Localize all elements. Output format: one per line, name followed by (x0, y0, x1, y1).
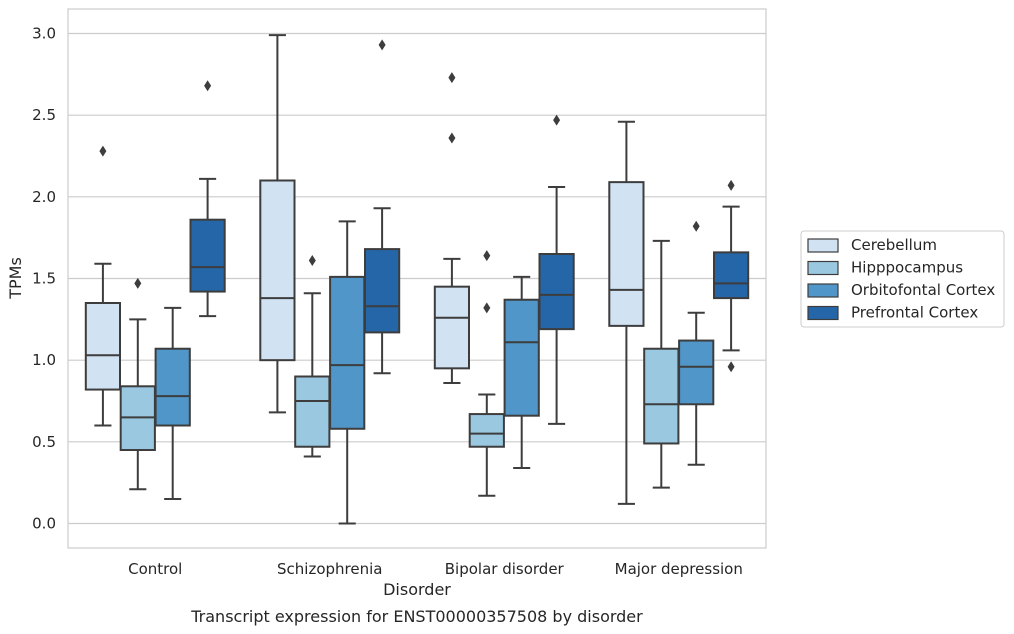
y-axis-label: TPMs (6, 257, 25, 300)
box-iqr (468, 413, 505, 448)
box-outlier (483, 250, 491, 262)
y-tick-label: 2.0 (32, 188, 56, 206)
box-outlier (308, 255, 316, 267)
box-outlier (448, 72, 456, 84)
y-tick-label: 2.5 (32, 106, 56, 124)
y-tick-label: 0.0 (32, 515, 56, 533)
box-iqr (294, 375, 331, 448)
legend-swatch (807, 260, 839, 276)
box-iqr (154, 347, 191, 427)
x-tick-labels: Control Schizophrenia Bipolar disorder Majo… (128, 560, 743, 578)
legend-entry: Cerebellum (807, 236, 937, 254)
legend-label: Orbitofontal Cortex (851, 281, 995, 299)
box-outlier (483, 302, 491, 314)
x-tick-label: Major depression (615, 560, 743, 578)
box-iqr (84, 302, 122, 391)
y-tick-labels: 0.0 0.5 1.0 1.5 2.0 2.5 3.0 (32, 25, 56, 533)
box-outlier (99, 145, 107, 157)
legend-swatch (807, 238, 839, 253)
box-outlier (204, 80, 212, 92)
box-iqr (643, 347, 680, 445)
x-tick-label: Control (128, 560, 182, 578)
x-axis-label: Disorder (383, 580, 451, 599)
box-iqr (259, 179, 296, 362)
box-iqr (363, 248, 401, 334)
box-iqr (503, 298, 540, 417)
y-tick-label: 3.0 (32, 25, 56, 43)
box-iqr (608, 181, 645, 327)
box-iqr (329, 275, 366, 430)
box-outlier (134, 277, 142, 289)
box-outlier (448, 132, 456, 144)
box-iqr (678, 339, 715, 406)
legend-swatch (807, 305, 839, 321)
legend-entry: Orbitofontal Cortex (807, 281, 995, 299)
box-outlier (727, 361, 735, 373)
box-iqr (538, 253, 575, 331)
box-outlier (553, 114, 561, 126)
chart-caption: Transcript expression for ENST0000035750… (190, 607, 643, 626)
x-tick-label: Schizophrenia (277, 560, 382, 578)
legend-label: Hipppocampus (851, 259, 963, 277)
box-iqr (712, 251, 750, 300)
legend-entry: Prefrontal Cortex (807, 304, 978, 322)
legend-label: Cerebellum (851, 236, 937, 254)
box-iqr (433, 285, 471, 370)
box-outlier (378, 39, 386, 51)
legend: Cerebellum Hipppocampus Orbitofontal Corte… (800, 230, 1005, 328)
x-tick-label: Bipolar disorder (445, 560, 565, 578)
box-iqr (189, 218, 226, 293)
plot-frame (67, 8, 767, 549)
box-outlier (727, 179, 735, 191)
box-series (84, 34, 750, 525)
legend-frame (800, 230, 1005, 328)
legend-swatch (807, 283, 839, 298)
legend-entry: Hipppocampus (807, 259, 963, 277)
y-tick-label: 1.5 (32, 270, 56, 288)
y-tick-label: 0.5 (32, 433, 56, 451)
box-outlier (692, 220, 700, 232)
legend-label: Prefrontal Cortex (851, 304, 978, 322)
y-tick-label: 1.0 (32, 351, 56, 369)
